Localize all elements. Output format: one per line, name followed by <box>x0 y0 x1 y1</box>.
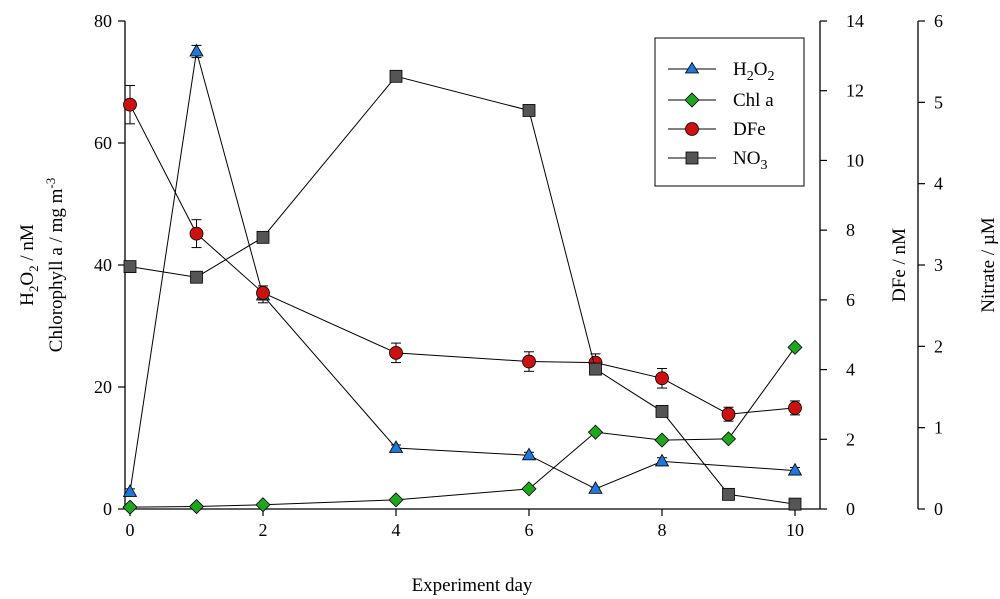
left-y-axis-title: H2O2 / nM Chlorophyll a / mg m-3 <box>17 178 67 352</box>
data-point-no3 <box>589 362 602 376</box>
x-tick-label: 6 <box>525 520 534 540</box>
data-point-no3 <box>123 260 137 274</box>
nitrate-axis-title: Nitrate / µM <box>978 217 999 312</box>
nitrate-tick-label: 2 <box>934 336 943 356</box>
nitrate-tick-label: 3 <box>934 255 943 275</box>
x-tick-label: 2 <box>259 520 268 540</box>
legend-circle-marker <box>685 122 699 136</box>
legend: H2O2 Chl a DFe NO3 <box>654 37 805 187</box>
nitrate-tick-label: 4 <box>934 174 943 194</box>
legend-square-marker <box>685 151 699 165</box>
legend-item-chl-a: Chl a <box>668 90 774 111</box>
data-point-no3 <box>722 487 735 501</box>
left-y-tick-label: 40 <box>94 255 112 275</box>
left-y-tick-label: 20 <box>94 377 112 397</box>
dfe-tick-label: 12 <box>846 81 864 101</box>
dfe-tick-label: 0 <box>846 499 855 519</box>
dfe-tick-label: 10 <box>846 150 864 170</box>
legend-label-dfe: DFe <box>733 119 766 140</box>
data-point-chl-a <box>122 499 138 515</box>
data-point-chl-a <box>255 497 271 513</box>
x-tick-label: 0 <box>126 520 135 540</box>
legend-item-dfe: DFe <box>668 119 766 140</box>
data-point-dfe <box>389 345 403 360</box>
data-point-no3 <box>788 497 802 511</box>
left-y-tick-label: 80 <box>94 11 112 31</box>
legend-label-chl-a: Chl a <box>733 90 774 111</box>
nitrate-tick-label: 5 <box>934 92 943 112</box>
dfe-axis-title: DFe / nM <box>889 228 910 302</box>
nitrate-axis-ticks: 0 1 2 3 4 5 6 <box>918 11 943 519</box>
nitrate-tick-label: 0 <box>934 499 943 519</box>
data-point-h2o2 <box>787 462 803 476</box>
data-point-no3 <box>190 270 203 284</box>
data-point-dfe <box>522 354 536 369</box>
data-point-h2o2 <box>388 440 404 453</box>
data-point-h2o2 <box>588 481 603 494</box>
series-no3 <box>123 69 802 511</box>
legend-box <box>654 37 805 187</box>
dfe-axis-ticks: 0 2 4 6 8 10 12 14 <box>820 11 864 519</box>
data-point-chl-a <box>521 481 537 497</box>
left-y-axis-title-line1: H2O2 / nM <box>17 224 41 306</box>
data-point-dfe <box>788 401 802 415</box>
data-point-no3 <box>389 69 403 83</box>
data-point-chl-a <box>587 424 604 440</box>
data-point-chl-a <box>188 498 205 515</box>
legend-triangle-marker <box>684 61 700 74</box>
left-y-tick-label: 0 <box>103 499 112 519</box>
data-point-dfe <box>721 407 736 422</box>
data-point-h2o2 <box>654 453 670 467</box>
data-point-h2o2 <box>122 484 138 497</box>
dfe-tick-label: 14 <box>846 11 864 31</box>
data-point-dfe <box>256 285 270 300</box>
data-point-chl-a <box>720 431 737 447</box>
data-point-chl-a <box>787 339 803 355</box>
x-tick-label: 10 <box>786 520 804 540</box>
x-axis-ticks: 0 2 4 6 8 10 <box>126 509 804 540</box>
legend-diamond-marker <box>684 92 700 108</box>
series-line-chl-a <box>129 347 796 508</box>
data-point-dfe <box>189 226 204 241</box>
nitrate-tick-label: 6 <box>934 11 943 31</box>
series-chl-a <box>122 339 803 515</box>
series-layer <box>122 43 803 515</box>
x-axis-title: Experiment day <box>412 575 533 596</box>
series-line-h2o2 <box>129 51 796 492</box>
nitrate-tick-label: 1 <box>934 418 943 438</box>
data-point-chl-a <box>388 492 404 508</box>
dfe-tick-label: 8 <box>846 220 855 240</box>
left-y-axis-title-line2: Chlorophyll a / mg m-3 <box>43 178 67 352</box>
data-point-h2o2 <box>521 447 537 461</box>
data-point-dfe <box>123 97 137 112</box>
data-point-no3 <box>655 404 669 418</box>
data-point-chl-a <box>654 432 670 448</box>
data-point-dfe <box>655 371 669 386</box>
data-point-no3 <box>522 104 536 117</box>
left-y-tick-label: 60 <box>94 133 112 153</box>
dfe-tick-label: 6 <box>846 290 855 310</box>
series-dfe <box>123 84 802 422</box>
data-point-no3 <box>256 230 270 244</box>
x-tick-label: 8 <box>658 520 667 540</box>
x-tick-label: 4 <box>392 520 401 540</box>
data-point-h2o2 <box>189 43 204 57</box>
left-y-axis-ticks: 0 20 40 60 80 <box>94 11 125 519</box>
dfe-tick-label: 4 <box>846 360 855 380</box>
dfe-tick-label: 2 <box>846 429 855 449</box>
